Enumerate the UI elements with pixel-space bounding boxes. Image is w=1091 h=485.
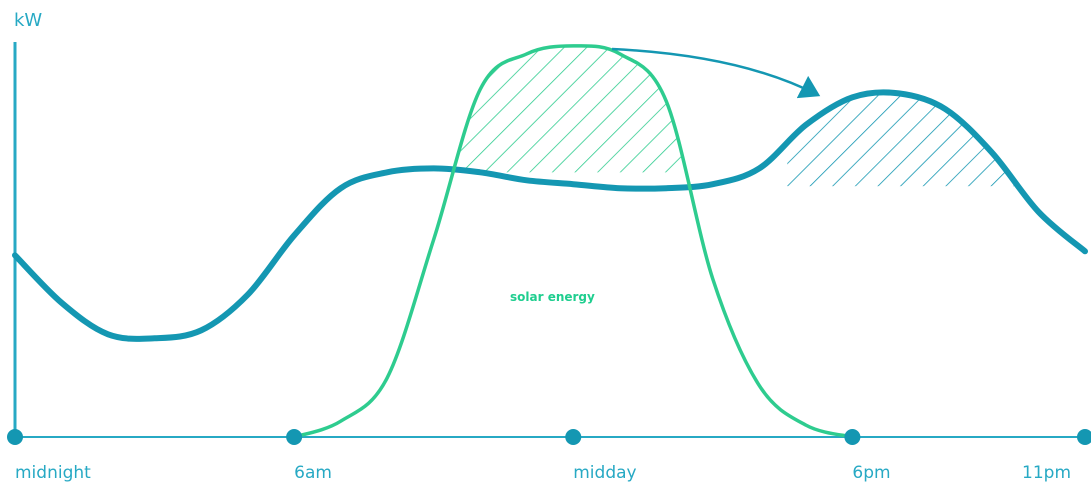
x-ticks-group: midnight 6am midday 6pm 11pm <box>7 429 1091 483</box>
shift-arrow <box>611 47 821 99</box>
solar-line <box>292 44 855 439</box>
surplus-hatch-group <box>294 45 1053 187</box>
demand-line <box>12 89 1088 342</box>
x-tick-dot <box>844 429 861 445</box>
x-tick-label: midday <box>573 463 636 483</box>
x-tick-label: 6pm <box>852 463 890 483</box>
x-tick-dot <box>7 429 23 445</box>
solar-series-label: solar energy <box>510 290 595 304</box>
x-tick-label: midnight <box>15 463 91 483</box>
x-tick-label: 11pm <box>1022 463 1071 483</box>
y-axis-title: kW <box>14 10 42 31</box>
x-tick-dot <box>565 429 582 445</box>
x-tick-dot <box>1077 429 1091 445</box>
solar-surplus-hatch <box>294 45 853 173</box>
evening-shifted-hatch <box>787 92 1053 187</box>
x-tick-dot <box>286 429 303 445</box>
x-tick-label: 6am <box>294 463 332 483</box>
series-lines-group <box>12 44 1088 439</box>
solar-surplus-clip <box>294 45 853 173</box>
